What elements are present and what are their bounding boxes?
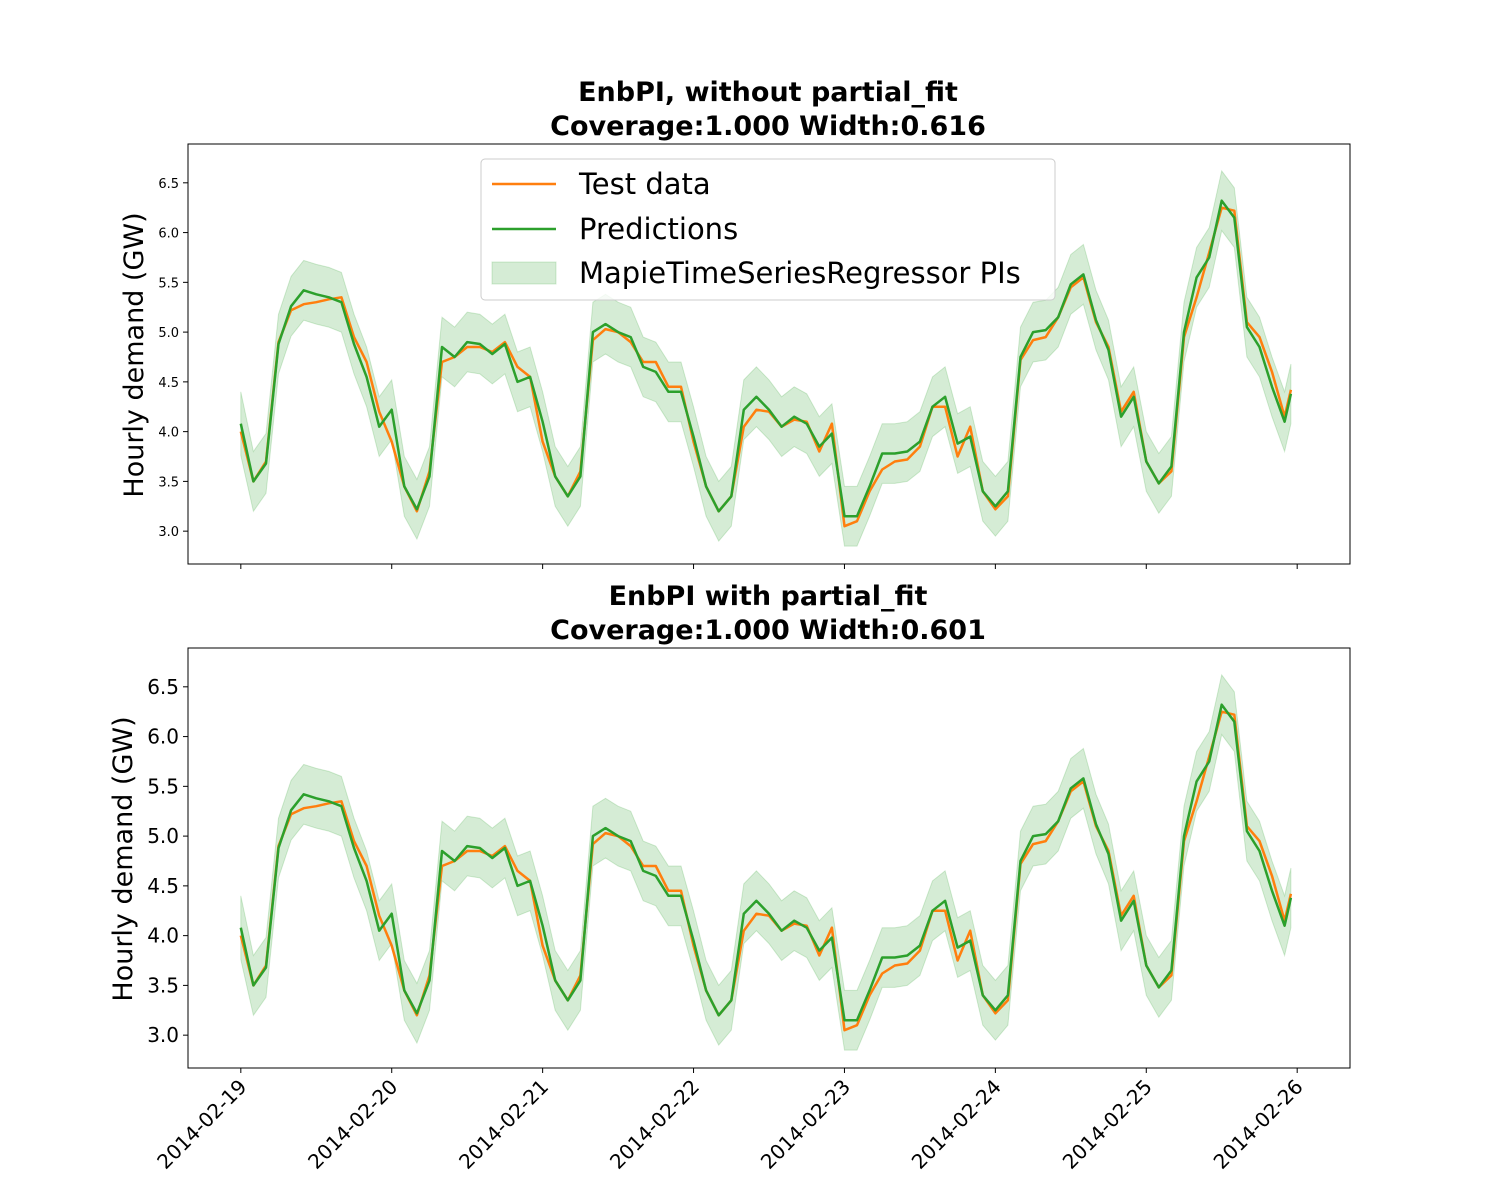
legend-label-pis: MapieTimeSeriesRegressor PIs	[579, 256, 1021, 290]
y-tick-label: 3.5	[158, 475, 179, 490]
y-tick-label: 5.5	[147, 774, 179, 798]
y-tick-label: 4.5	[147, 874, 179, 898]
y-tick-label: 4.0	[158, 426, 179, 441]
y-tick-label: 6.0	[158, 227, 179, 242]
y-tick-label: 3.0	[147, 1023, 179, 1047]
legend: Test data Predictions MapieTimeSeriesReg…	[480, 158, 1056, 301]
y-tick-label: 3.5	[147, 973, 179, 997]
legend-label-predictions: Predictions	[579, 212, 738, 246]
y-tick-label: 4.0	[147, 924, 179, 948]
predictions-line	[239, 703, 1293, 1022]
y-tick-label: 6.5	[147, 675, 179, 699]
y-tick-label: 3.0	[158, 525, 179, 540]
axes-frame-bottom	[187, 647, 1351, 1069]
y-tick-label: 6.0	[147, 725, 179, 749]
y-tick-label: 4.5	[158, 376, 179, 391]
legend-swatch-pis	[491, 261, 557, 285]
y-axis-label-bottom: Hourly demand (GW)	[108, 716, 139, 1001]
legend-label-test: Test data	[578, 167, 711, 201]
y-tick-label: 6.5	[158, 177, 179, 192]
predictions-line	[239, 199, 1293, 518]
legend-box	[480, 158, 1056, 301]
chart-panel-top: EnbPI, without partial_fit Coverage:1.00…	[119, 77, 1351, 569]
chart-title-line-2: Coverage:1.000 Width:0.601	[550, 615, 986, 646]
y-tick-label: 5.5	[158, 276, 179, 291]
y-tick-label: 5.0	[147, 824, 179, 848]
plot-area-top: 3.0 3.5 4.0 4.5 5.0 5.5 6.0 6.5	[158, 169, 1298, 569]
chart-title-line-2: Coverage:1.000 Width:0.616	[550, 111, 986, 142]
chart-title-line-1: EnbPI with partial_fit	[609, 581, 928, 612]
y-tick-label: 5.0	[158, 326, 179, 341]
y-axis-label-top: Hourly demand (GW)	[119, 212, 150, 497]
axes-frame-top	[187, 143, 1351, 565]
chart-title-line-1: EnbPI, without partial_fit	[578, 77, 958, 108]
